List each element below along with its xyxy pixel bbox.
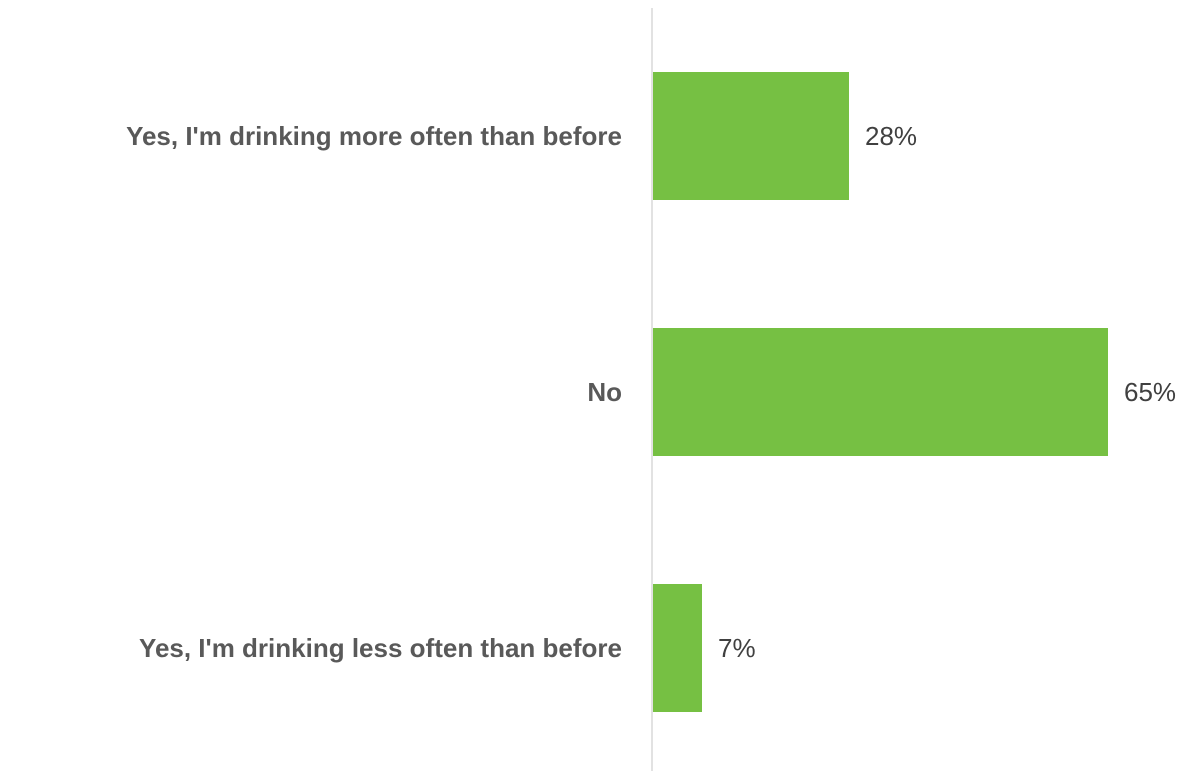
value-label-0: 28% (865, 121, 917, 151)
bar-0 (653, 72, 849, 200)
bars-group (653, 72, 1108, 712)
category-label-0: Yes, I'm drinking more often than before (126, 121, 622, 151)
bar-1 (653, 328, 1108, 456)
category-label-2: Yes, I'm drinking less often than before (139, 633, 622, 663)
category-labels-group: Yes, I'm drinking more often than before… (126, 121, 622, 663)
value-labels-group: 28% 65% 7% (718, 121, 1176, 663)
value-label-2: 7% (718, 633, 756, 663)
category-label-1: No (587, 377, 622, 407)
value-label-1: 65% (1124, 377, 1176, 407)
bar-2 (653, 584, 702, 712)
